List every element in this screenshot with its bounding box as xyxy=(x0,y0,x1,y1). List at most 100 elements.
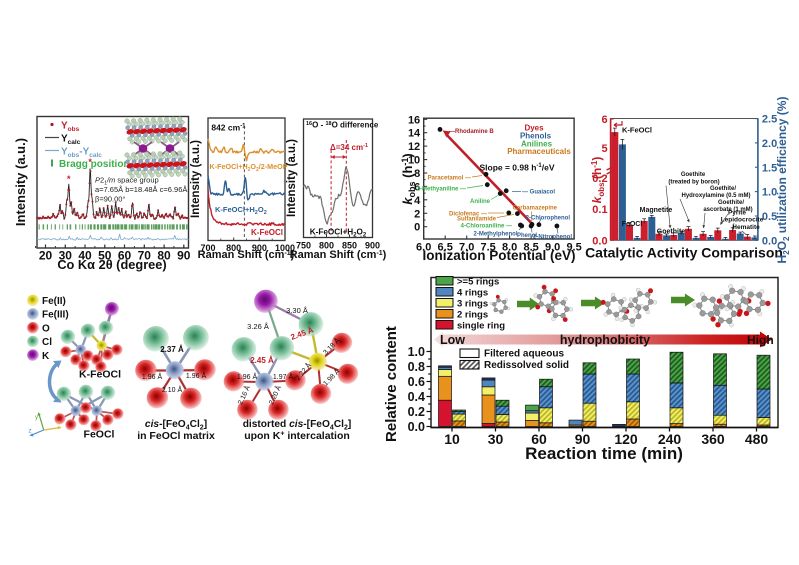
svg-text:750: 750 xyxy=(296,241,311,251)
svg-text:0.0: 0.0 xyxy=(408,420,425,434)
svg-text:1.96 Å: 1.96 Å xyxy=(186,371,207,380)
svg-text:Aniline: Aniline xyxy=(470,199,491,205)
svg-text:Pharmaceuticals: Pharmaceuticals xyxy=(507,147,571,156)
svg-text:0.4: 0.4 xyxy=(408,390,425,404)
svg-text:0.2: 0.2 xyxy=(592,173,607,185)
svg-text:Slope = 0.98 h-1/eV: Slope = 0.98 h-1/eV xyxy=(479,162,554,172)
svg-text:2.0: 2.0 xyxy=(762,138,777,150)
svg-text:2.5: 2.5 xyxy=(762,114,777,126)
svg-text:90: 90 xyxy=(575,431,591,447)
svg-text:x: x xyxy=(57,421,60,427)
svg-text:a=7.65Å b=18.48Å c=6.96Å: a=7.65Å b=18.48Å c=6.96Å xyxy=(95,185,187,194)
svg-text:Co Kα 2θ (degree): Co Kα 2θ (degree) xyxy=(57,257,166,272)
svg-text:Redissolved solid: Redissolved solid xyxy=(484,360,569,371)
svg-text:3 rings: 3 rings xyxy=(457,299,488,310)
svg-text:842 cm-1: 842 cm-1 xyxy=(211,123,246,133)
svg-text:*: * xyxy=(67,174,71,184)
svg-text:6: 6 xyxy=(601,114,607,126)
svg-text:K-FeOCl+H2O2: K-FeOCl+H2O2 xyxy=(310,228,367,239)
svg-text:K-FeOCl+H2O2/2-MeOP: K-FeOCl+H2O2/2-MeOP xyxy=(210,162,288,173)
svg-text:Raman Shift (cm-1): Raman Shift (cm-1) xyxy=(290,249,387,261)
svg-text:P21/m space group: P21/m space group xyxy=(95,176,159,187)
svg-text:16: 16 xyxy=(408,114,420,126)
svg-text:Sulfanilamide: Sulfanilamide xyxy=(457,217,497,223)
svg-text:Intensity (a.u.): Intensity (a.u.) xyxy=(286,139,298,217)
svg-text:5: 5 xyxy=(601,143,607,155)
svg-text:30: 30 xyxy=(59,249,73,263)
svg-text:40: 40 xyxy=(78,249,92,263)
svg-text:Fe(II): Fe(II) xyxy=(42,296,66,307)
svg-text:0.5: 0.5 xyxy=(762,211,777,223)
svg-text:1.96 Å: 1.96 Å xyxy=(142,372,163,381)
svg-text:K-FeOCl: K-FeOCl xyxy=(251,228,283,237)
svg-text:Goethite/: Goethite/ xyxy=(710,186,736,192)
svg-text:8: 8 xyxy=(414,168,420,180)
svg-text:Hematite: Hematite xyxy=(732,224,760,231)
svg-text:Phenol: Phenol xyxy=(517,233,537,239)
svg-text:60: 60 xyxy=(118,249,132,263)
svg-text:2-Nitrophenol: 2-Nitrophenol xyxy=(533,235,572,241)
svg-text:3.30 Å: 3.30 Å xyxy=(286,306,308,315)
svg-text:1000: 1000 xyxy=(275,243,295,253)
svg-text:30: 30 xyxy=(488,431,504,447)
svg-text:Δ=34 cm-1: Δ=34 cm-1 xyxy=(330,143,368,152)
svg-text:>=5 rings: >=5 rings xyxy=(457,277,499,288)
svg-text:Carbamazepine: Carbamazepine xyxy=(513,206,558,212)
svg-text:0: 0 xyxy=(414,222,420,234)
svg-text:Reaction time (min): Reaction time (min) xyxy=(525,444,683,463)
svg-text:120: 120 xyxy=(614,431,638,447)
svg-text:K-FeOCl+H2O2: K-FeOCl+H2O2 xyxy=(215,205,267,216)
svg-text:Ionization Potential (eV): Ionization Potential (eV) xyxy=(422,248,575,263)
svg-text:2-Methylphenol: 2-Methylphenol xyxy=(473,232,517,238)
svg-text:8.5: 8.5 xyxy=(523,242,538,254)
svg-text:Paracetamol —: Paracetamol — xyxy=(428,176,471,182)
svg-text:Goethite: Goethite xyxy=(657,229,685,236)
svg-text:80: 80 xyxy=(157,249,171,263)
svg-text:16O - 18O difference: 16O - 18O difference xyxy=(306,121,379,130)
svg-text:—Rhodamine B: —Rhodamine B xyxy=(449,129,494,135)
svg-text:K: K xyxy=(42,351,50,362)
svg-text:2-Chlorophenol: 2-Chlorophenol xyxy=(526,216,571,222)
svg-text:6.5: 6.5 xyxy=(438,242,453,254)
svg-text:6: 6 xyxy=(414,181,420,193)
svg-text:K-FeOCl: K-FeOCl xyxy=(622,126,652,135)
svg-text:Pyrite: Pyrite xyxy=(728,210,746,217)
svg-text:FeOCl: FeOCl xyxy=(622,221,643,228)
svg-text:7.5: 7.5 xyxy=(481,242,496,254)
svg-text:0.1: 0.1 xyxy=(592,204,607,216)
svg-text:Goethite/: Goethite/ xyxy=(718,200,744,206)
svg-text:(treated by boron): (treated by boron) xyxy=(668,180,719,186)
svg-text:9.5: 9.5 xyxy=(566,242,581,254)
svg-text:Raman Shift (cm-1): Raman Shift (cm-1) xyxy=(198,249,295,261)
svg-text:single ring: single ring xyxy=(457,321,505,332)
svg-text:4 rings: 4 rings xyxy=(457,288,488,299)
svg-text:distorted cis-[FeO4Cl2]: distorted cis-[FeO4Cl2] xyxy=(243,419,352,432)
svg-text:— Guaiacol: — Guaiacol xyxy=(522,190,555,196)
svg-text:z: z xyxy=(29,429,32,435)
svg-text:0.0: 0.0 xyxy=(592,235,607,247)
svg-text:240: 240 xyxy=(658,431,682,447)
svg-text:Catalytic Activity Comparison: Catalytic Activity Comparison xyxy=(585,245,783,261)
svg-text:Low: Low xyxy=(440,333,465,347)
svg-text:Hydroxylamine (0.5 mM): Hydroxylamine (0.5 mM) xyxy=(681,193,750,199)
svg-text:12: 12 xyxy=(408,141,420,153)
svg-text:Dyes: Dyes xyxy=(524,124,544,133)
svg-text:1.96 Å: 1.96 Å xyxy=(237,372,258,381)
svg-text:1.97 Å: 1.97 Å xyxy=(273,372,294,381)
svg-text:O: O xyxy=(42,323,50,334)
svg-text:cis-[FeO4Cl2]: cis-[FeO4Cl2] xyxy=(145,419,207,432)
svg-text:10: 10 xyxy=(444,431,460,447)
svg-text:800: 800 xyxy=(319,241,334,251)
svg-text:ascorbate (1 mM): ascorbate (1 mM) xyxy=(703,207,752,213)
svg-text:360: 360 xyxy=(701,431,725,447)
svg-text:2-Methyaniline —: 2-Methyaniline — xyxy=(417,187,466,193)
svg-text:700: 700 xyxy=(200,243,215,253)
svg-text:0.8: 0.8 xyxy=(408,360,425,374)
svg-text:2.45 Å: 2.45 Å xyxy=(250,356,274,365)
svg-text:0.6: 0.6 xyxy=(408,375,425,389)
svg-text:60: 60 xyxy=(531,431,547,447)
svg-text:Diclofenac —: Diclofenac — xyxy=(449,212,487,218)
svg-text:Magnetite: Magnetite xyxy=(640,207,673,214)
svg-text:800: 800 xyxy=(226,243,241,253)
svg-text:1.0: 1.0 xyxy=(408,345,425,359)
